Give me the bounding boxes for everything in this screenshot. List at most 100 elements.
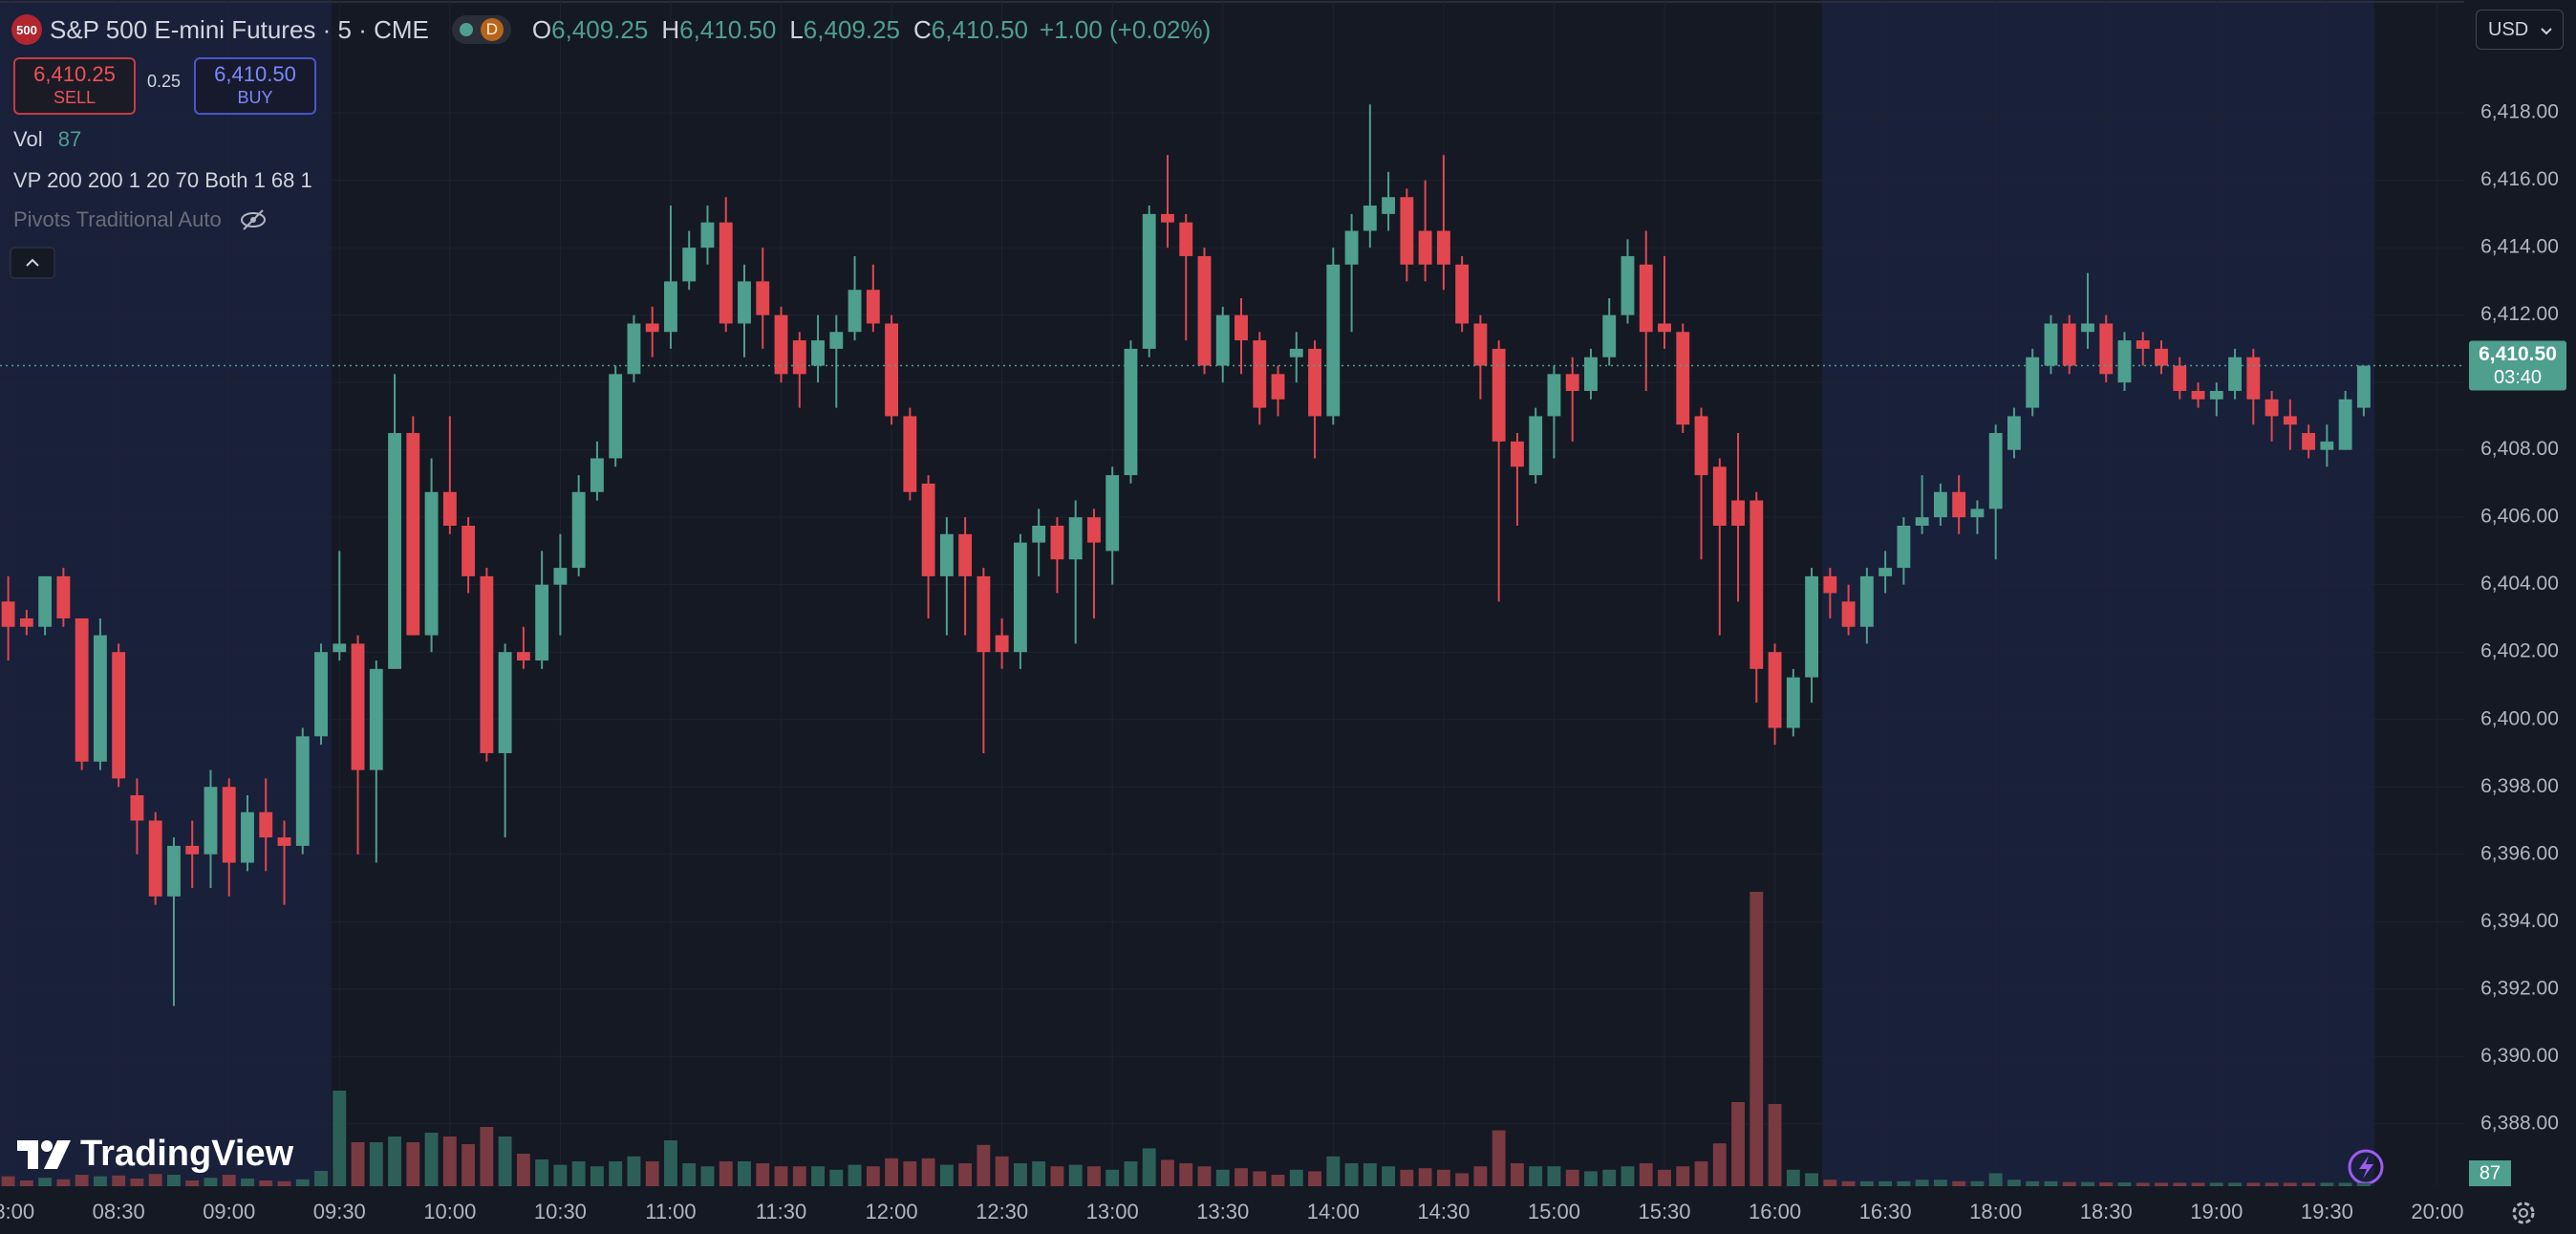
currency-select[interactable]: USD: [2476, 10, 2564, 50]
volume-bar: [1658, 1169, 1671, 1186]
candle-body: [2044, 323, 2058, 366]
candle-body: [811, 340, 825, 366]
candle-body: [1529, 416, 1543, 476]
alert-bolt[interactable]: [2359, 1156, 2373, 1179]
currency[interactable]: USD: [2488, 18, 2529, 40]
candle-body: [977, 575, 991, 653]
collapse-chevron[interactable]: [26, 258, 39, 267]
volume-bar: [2062, 1181, 2076, 1186]
y-tick-label: 6,394.00: [2480, 910, 2559, 932]
volume-bar: [185, 1180, 200, 1186]
candle-body: [535, 584, 549, 661]
volume-bar: [1529, 1166, 1543, 1186]
volume-label: 87: [2479, 1162, 2501, 1183]
candle-body: [2062, 323, 2076, 366]
volume-bar: [774, 1166, 788, 1186]
candle-body: [719, 222, 733, 324]
indicator-vp[interactable]: VP 200 200 1 20 70 Both 1 68 1: [13, 168, 312, 192]
candle-body: [277, 837, 291, 846]
candle-body: [1326, 264, 1341, 417]
volume-bar: [1234, 1168, 1248, 1186]
candle-body: [1639, 264, 1653, 333]
volume-bar: [130, 1179, 144, 1186]
volume-bar: [2099, 1182, 2114, 1186]
candle-body: [1602, 314, 1617, 357]
buy-button[interactable]: 6,410.50 BUY: [194, 57, 316, 115]
sell-button[interactable]: 6,410.25 SELL: [13, 57, 136, 115]
sell-label[interactable]: SELL: [53, 88, 97, 107]
high-label: H: [661, 14, 680, 44]
volume-bar: [1952, 1180, 1966, 1186]
volume-bar: [1768, 1104, 1782, 1186]
volume-bar: [921, 1158, 935, 1186]
gear-hub[interactable]: [2519, 1208, 2528, 1218]
volume-bar: [1786, 1169, 1800, 1186]
candle-body: [1215, 314, 1230, 366]
candle-body: [2191, 390, 2205, 400]
volume-bar: [1106, 1169, 1120, 1186]
buy-price[interactable]: 6,410.50: [214, 62, 296, 86]
candle-body: [38, 575, 53, 627]
collapse-bg[interactable]: [10, 247, 55, 279]
volume-bar: [314, 1171, 328, 1186]
hidden-icon[interactable]: [239, 208, 268, 231]
x-tick-label: 19:30: [2301, 1200, 2353, 1223]
indicator-name[interactable]: Pivots Traditional Auto: [13, 207, 222, 231]
volume-bar: [442, 1137, 457, 1186]
collapse-button[interactable]: [10, 247, 55, 279]
status-pill[interactable]: D: [451, 15, 511, 44]
brand-v: [44, 1139, 71, 1169]
candle-body: [1676, 332, 1690, 425]
volume-bar: [609, 1161, 623, 1186]
volume-bar: [1436, 1169, 1450, 1186]
brand-logo[interactable]: [17, 1139, 71, 1169]
indicator-vol[interactable]: Vol 87: [13, 127, 81, 152]
volume-bar: [1087, 1166, 1101, 1186]
brand-t: [17, 1139, 38, 1169]
candle-body: [2228, 357, 2242, 391]
candle-body: [645, 323, 659, 333]
volume-bar: [571, 1161, 586, 1186]
candle-body: [1547, 374, 1561, 417]
x-tick-label: 20:00: [2411, 1200, 2463, 1223]
y-tick-label: 6,400.00: [2480, 707, 2559, 729]
candle-body: [1621, 255, 1635, 315]
volume-bar: [112, 1175, 126, 1186]
indicator-name[interactable]: Vol: [13, 127, 43, 151]
candle-body: [2320, 441, 2334, 450]
y-tick-label: 6,414.00: [2480, 236, 2559, 258]
candle-body: [2265, 399, 2279, 417]
candle-body: [1897, 525, 1911, 569]
x-tick-label: 11:00: [645, 1200, 696, 1223]
sell-price[interactable]: 6,410.25: [33, 62, 116, 86]
gear[interactable]: [2512, 1202, 2535, 1224]
candle-body: [112, 652, 126, 779]
volume-bar: [738, 1161, 751, 1186]
symbol[interactable]: S&P 500 E-mini Futures · 5 · CME: [50, 14, 429, 44]
x-tick-label: 15:00: [1528, 1200, 1580, 1223]
candle-body: [1492, 348, 1506, 442]
brand-name[interactable]: TradingView: [80, 1134, 294, 1174]
candle-body: [333, 643, 347, 653]
branding[interactable]: TradingView: [17, 1134, 293, 1175]
candle-body: [1584, 357, 1598, 391]
candle-body: [204, 787, 218, 855]
volume-bar: [1124, 1161, 1138, 1186]
volume-bar: [1547, 1166, 1561, 1186]
indicator-pivots[interactable]: Pivots Traditional Auto: [13, 207, 268, 232]
settings-icon[interactable]: [2512, 1202, 2535, 1224]
candle-body: [2007, 416, 2021, 450]
low-value: 6,409.25: [803, 14, 901, 44]
candle-body: [1363, 206, 1377, 231]
currency-caret[interactable]: [2540, 27, 2553, 36]
candle-body: [1750, 500, 1764, 669]
buy-label[interactable]: BUY: [237, 88, 273, 107]
symbol-logo: 500: [11, 14, 42, 45]
volume-bar: [958, 1163, 973, 1186]
volume-bar: [866, 1166, 880, 1186]
price-axis-bg: [2464, 0, 2576, 1234]
volume-bar: [2081, 1181, 2094, 1186]
candle-body: [1106, 475, 1120, 552]
slash: [242, 209, 264, 230]
